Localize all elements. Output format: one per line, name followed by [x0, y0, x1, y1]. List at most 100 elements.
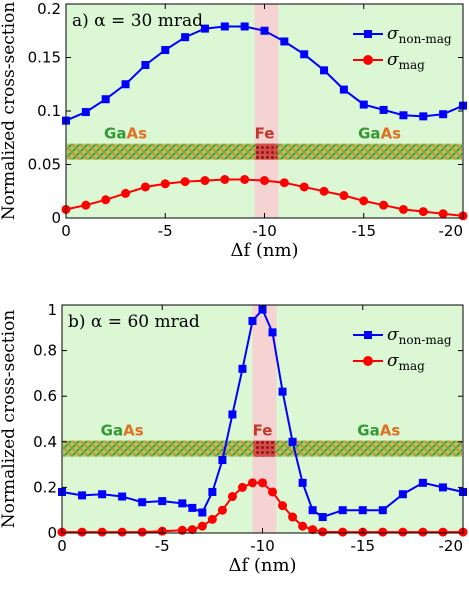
y-tick-label: 0.6 — [33, 387, 57, 405]
region-label-part: As — [123, 422, 144, 440]
data-point-square — [320, 66, 329, 75]
data-point-square — [418, 478, 427, 487]
y-tick-label: 0 — [51, 209, 61, 227]
data-point-square — [438, 483, 447, 492]
x-axis-label: Δf (nm) — [230, 240, 298, 261]
x-tick-label: -15 — [352, 222, 377, 240]
legend-subscript: mag — [399, 359, 426, 373]
x-tick-label: -10 — [252, 222, 277, 240]
data-point-square — [220, 22, 229, 31]
data-point-circle — [81, 200, 91, 210]
y-axis-label: Normalized cross-section — [0, 310, 19, 529]
data-point-circle — [97, 527, 107, 537]
region-labels: GaAs Fe GaAs — [101, 422, 401, 440]
data-point-square — [248, 316, 257, 325]
data-point-square — [228, 410, 237, 419]
data-point-circle — [359, 196, 369, 206]
data-point-square — [181, 33, 190, 42]
x-ticks: 0 -5 -10 -15 -20 — [61, 4, 464, 240]
data-point-square — [81, 108, 90, 117]
data-point-circle — [318, 527, 328, 537]
data-point-circle — [180, 177, 190, 187]
data-point-square — [419, 112, 428, 121]
y-tick-label: 0.8 — [33, 342, 57, 360]
data-point-square — [260, 26, 269, 35]
data-point-circle — [227, 492, 237, 502]
legend-symbol: σ — [387, 50, 399, 70]
legend-symbol: σ — [387, 24, 399, 44]
data-point-circle — [137, 527, 147, 537]
region-label-part: As — [380, 422, 401, 440]
legend-subscript: non-mag — [399, 333, 452, 347]
data-point-square — [339, 85, 348, 94]
panel-title: b) α = 60 mrad — [68, 312, 200, 332]
data-point-circle — [279, 178, 289, 188]
y-axis-label: Normalized cross-section — [0, 2, 19, 221]
region-label-part: Fe — [255, 125, 275, 143]
region-label: GaAs — [358, 125, 401, 143]
data-point-square — [118, 492, 127, 501]
fe-atoms-strip — [253, 440, 276, 457]
data-point-circle — [339, 191, 349, 201]
data-point-square — [398, 490, 407, 499]
data-point-circle — [207, 514, 217, 524]
data-point-square — [218, 456, 227, 465]
data-point-circle — [319, 186, 329, 196]
x-axis-label: Δf (nm) — [228, 555, 296, 576]
data-point-circle — [278, 501, 288, 511]
legend-marker-square — [364, 331, 372, 339]
data-point-square — [78, 491, 87, 500]
data-point-circle — [288, 512, 298, 522]
data-point-circle — [217, 505, 227, 515]
data-point-circle — [268, 487, 278, 497]
data-point-square — [208, 487, 217, 496]
data-point-circle — [121, 188, 131, 198]
legend-symbol: σ — [387, 325, 399, 345]
data-point-circle — [247, 478, 257, 488]
data-point-square — [338, 506, 347, 515]
panel-a: GaAs Fe GaAs 0 -5 -10 -15 -20 00.050.10.150.2 … — [0, 0, 468, 261]
y-tick-label: 0 — [47, 524, 57, 542]
legend-label: σmag — [387, 351, 425, 373]
x-tick-label: -5 — [155, 537, 170, 555]
data-point-circle — [418, 207, 428, 217]
data-point-square — [358, 506, 367, 515]
data-point-circle — [197, 521, 207, 531]
x-tick-label: -20 — [439, 537, 464, 555]
data-point-square — [308, 506, 317, 515]
fe-region-band — [254, 4, 279, 218]
legend-marker-circle — [363, 55, 373, 65]
data-point-circle — [378, 527, 388, 537]
data-point-square — [98, 490, 107, 499]
legend-label: σnon-mag — [387, 24, 452, 46]
data-point-square — [238, 364, 247, 373]
data-point-circle — [299, 182, 309, 192]
region-label: Fe — [255, 125, 275, 143]
data-point-circle — [438, 209, 448, 219]
data-point-circle — [418, 527, 428, 537]
data-point-square — [298, 478, 307, 487]
data-point-circle — [308, 525, 318, 535]
y-tick-label: 0.2 — [33, 478, 57, 496]
data-point-square — [198, 508, 207, 517]
region-label-part: Ga — [358, 125, 380, 143]
x-tick-label: 0 — [61, 222, 71, 240]
region-label-part: As — [381, 125, 402, 143]
y-tick-label: 0.1 — [37, 102, 61, 120]
panel-title: a) α = 30 mrad — [72, 11, 203, 31]
data-point-circle — [260, 176, 269, 186]
data-point-circle — [160, 179, 170, 189]
data-point-square — [268, 328, 277, 337]
data-point-circle — [398, 204, 408, 214]
data-point-square — [278, 387, 287, 396]
region-label: GaAs — [101, 422, 144, 440]
data-point-square — [318, 513, 327, 522]
region-label: Fe — [253, 422, 273, 440]
y-tick-label: 0.15 — [28, 49, 61, 67]
y-tick-label: 0.2 — [37, 0, 61, 18]
data-point-square — [378, 506, 387, 515]
data-point-square — [178, 499, 187, 508]
data-point-square — [200, 24, 209, 33]
